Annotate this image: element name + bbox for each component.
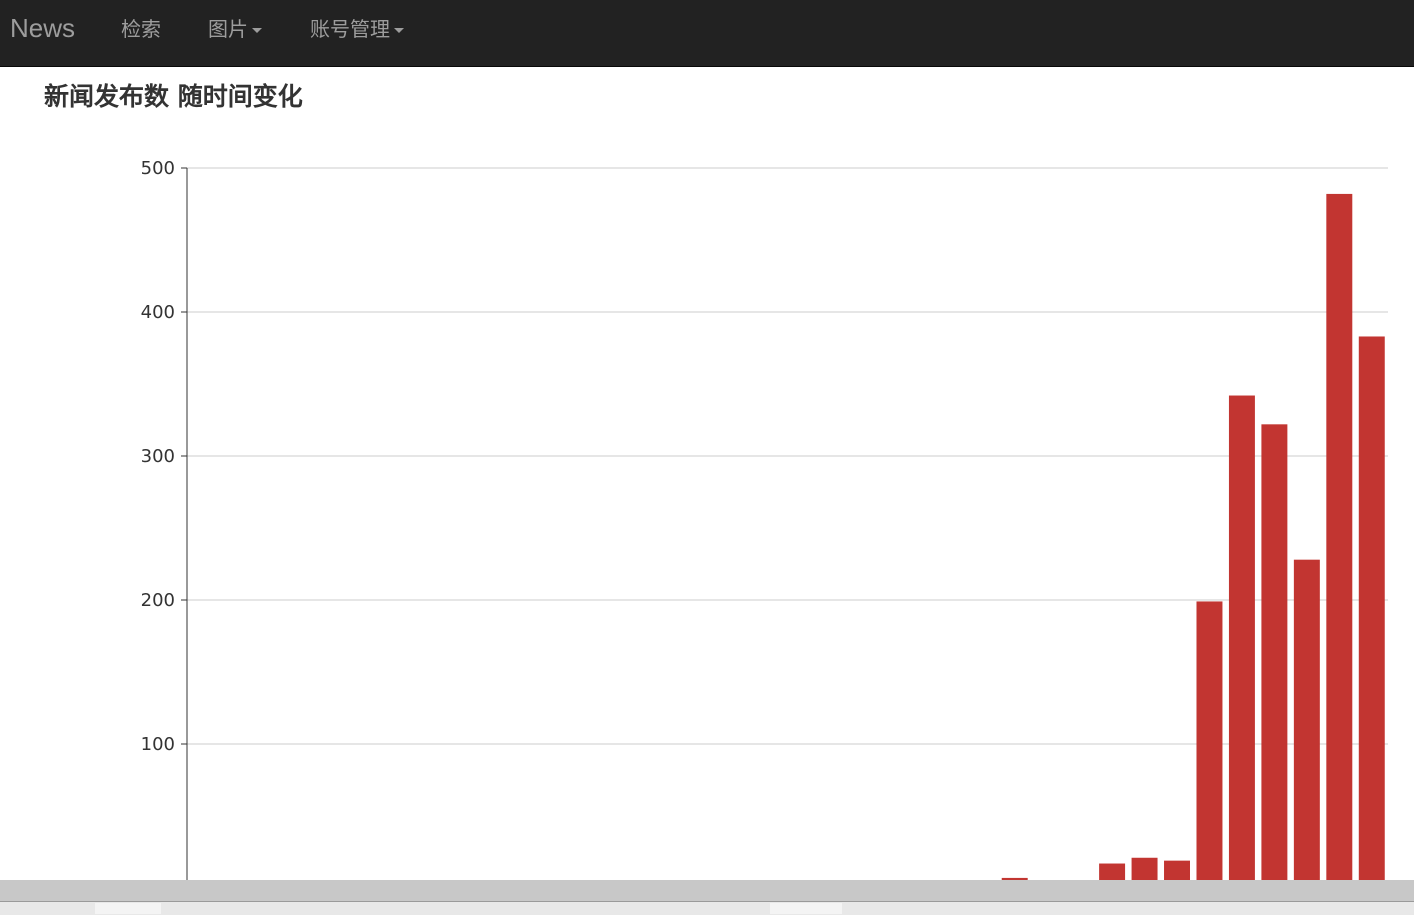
scrollbar-thumb[interactable] [95,903,161,914]
nav-item-account-label: 账号管理 [310,17,390,41]
nav-item-images-dropdown[interactable]: 图片 [208,16,262,42]
nav-item-search[interactable]: 检索 [121,16,161,42]
y-tick-label: 200 [141,590,175,611]
scrollbar-thumb[interactable] [770,903,842,914]
y-tick-label: 300 [141,446,175,467]
brand-link[interactable]: News [10,13,76,43]
caret-down-icon [394,28,404,33]
scrollbar-track[interactable] [0,901,1414,915]
chart-title: 新闻发布数 随时间变化 [44,82,303,111]
bar [1228,395,1255,888]
bar [1293,559,1320,888]
bar [1196,601,1223,888]
y-tick-label: 400 [141,302,175,323]
y-tick-label: 500 [141,158,175,179]
nav-item-account-dropdown[interactable]: 账号管理 [310,16,404,42]
nav-item-search-label: 检索 [121,17,161,41]
y-tick-label: 100 [141,734,175,755]
top-navbar: News 检索 图片 账号管理 [0,0,1414,67]
bar [1261,424,1288,888]
caret-down-icon [252,28,262,33]
bar [1358,336,1385,889]
bar [1326,193,1353,889]
nav-item-images-label: 图片 [208,17,248,41]
horizontal-scrollbar[interactable] [0,880,1414,915]
